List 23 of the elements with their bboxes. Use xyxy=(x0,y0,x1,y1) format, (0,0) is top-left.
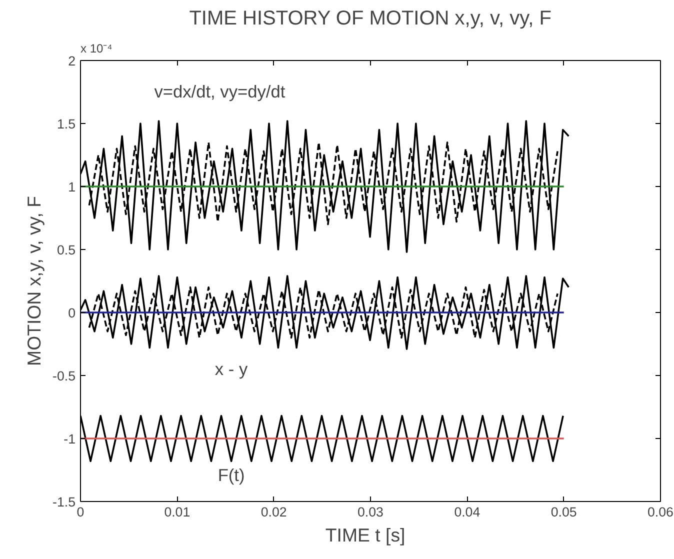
x-tick-label: 0.03 xyxy=(358,504,384,520)
x-tick-label: 0.06 xyxy=(648,504,674,520)
y-tick-label: 2 xyxy=(68,54,76,68)
x-tick-label: 0.04 xyxy=(454,504,481,520)
chart-title: TIME HISTORY OF MOTION x,y, v, vy, F xyxy=(189,8,552,30)
y-tick-label: 0 xyxy=(68,306,76,320)
annotation: x - y xyxy=(214,359,248,380)
y-tick-label: 0.5 xyxy=(56,242,76,258)
y-axis-title: MOTION x,y, v, vy, F xyxy=(24,196,45,366)
annotation: F(t) xyxy=(218,465,245,486)
y-tick-label: 1 xyxy=(68,180,76,194)
text: x 10⁻⁴ xyxy=(80,42,112,56)
y-tick-label: 1.5 xyxy=(56,116,76,132)
annotation: v=dx/dt, vy=dy/dt xyxy=(154,81,286,102)
line-series xyxy=(88,286,558,339)
y-tick-label: -0.5 xyxy=(52,368,76,384)
y-tick-label: -1 xyxy=(64,432,76,446)
x-tick-label: 0.05 xyxy=(550,504,577,520)
y-tick-label: -1.5 xyxy=(52,494,76,510)
x-tick-label: 0.02 xyxy=(260,504,287,520)
x-axis-title: TIME t [s] xyxy=(325,524,406,546)
x-tick-label: 0.01 xyxy=(164,504,190,520)
line-series xyxy=(88,142,558,226)
